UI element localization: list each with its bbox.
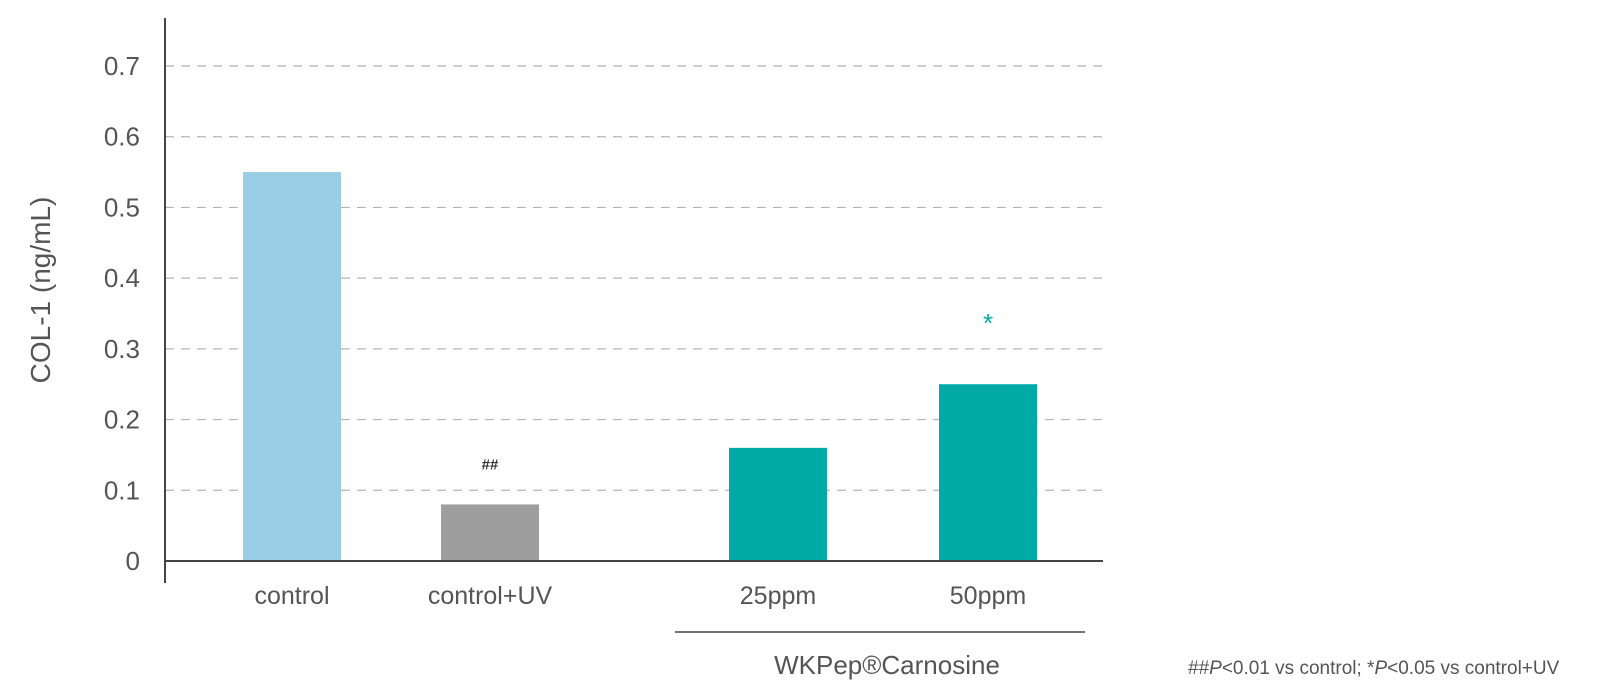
y-tick-label: 0.4 xyxy=(104,263,140,293)
y-tick-label: 0.2 xyxy=(104,405,140,435)
footnote-p-1: P xyxy=(1209,658,1222,679)
bar-50ppm xyxy=(939,384,1037,561)
significance-marks: ## * xyxy=(482,308,993,473)
x-tick-label: 25ppm xyxy=(740,582,816,610)
footnote-marker-1: ## xyxy=(1188,658,1210,679)
bar-25ppm xyxy=(729,447,827,561)
significance-mark: * xyxy=(983,308,993,338)
footnote-marker-2: * xyxy=(1367,658,1375,679)
y-tick-label: 0.6 xyxy=(104,122,140,152)
y-axis-title: COL-1 (ng/mL) xyxy=(25,197,56,384)
significance-mark: ## xyxy=(482,456,499,473)
y-tick-label: 0.1 xyxy=(104,475,140,505)
grid-lines xyxy=(165,65,1103,491)
y-tick-label: 0.7 xyxy=(104,51,140,81)
group-label: WKPep®Carnosine xyxy=(774,650,1000,680)
x-tick-labels: control control+UV 25ppm 50ppm xyxy=(254,582,1026,610)
footnote-text-2: <0.05 vs control+UV xyxy=(1387,658,1560,679)
y-tick-labels: 0 0.1 0.2 0.3 0.4 0.5 0.6 0.7 xyxy=(104,51,140,576)
footnote-text-1: <0.01 vs control; xyxy=(1221,658,1368,679)
x-tick-label: control xyxy=(254,582,329,610)
bar-control-uv xyxy=(441,504,539,561)
significance-footnote: ##P<0.01 vs control; *P<0.05 vs control+… xyxy=(1188,658,1559,680)
bars xyxy=(243,172,1037,562)
y-tick-label: 0.5 xyxy=(104,192,140,222)
x-tick-label: control+UV xyxy=(428,582,553,610)
footnote-p-2: P xyxy=(1374,658,1388,679)
x-tick-label: 50ppm xyxy=(950,582,1026,610)
bar-control xyxy=(243,172,341,562)
y-tick-label: 0 xyxy=(126,546,140,576)
y-tick-label: 0.3 xyxy=(104,334,140,364)
